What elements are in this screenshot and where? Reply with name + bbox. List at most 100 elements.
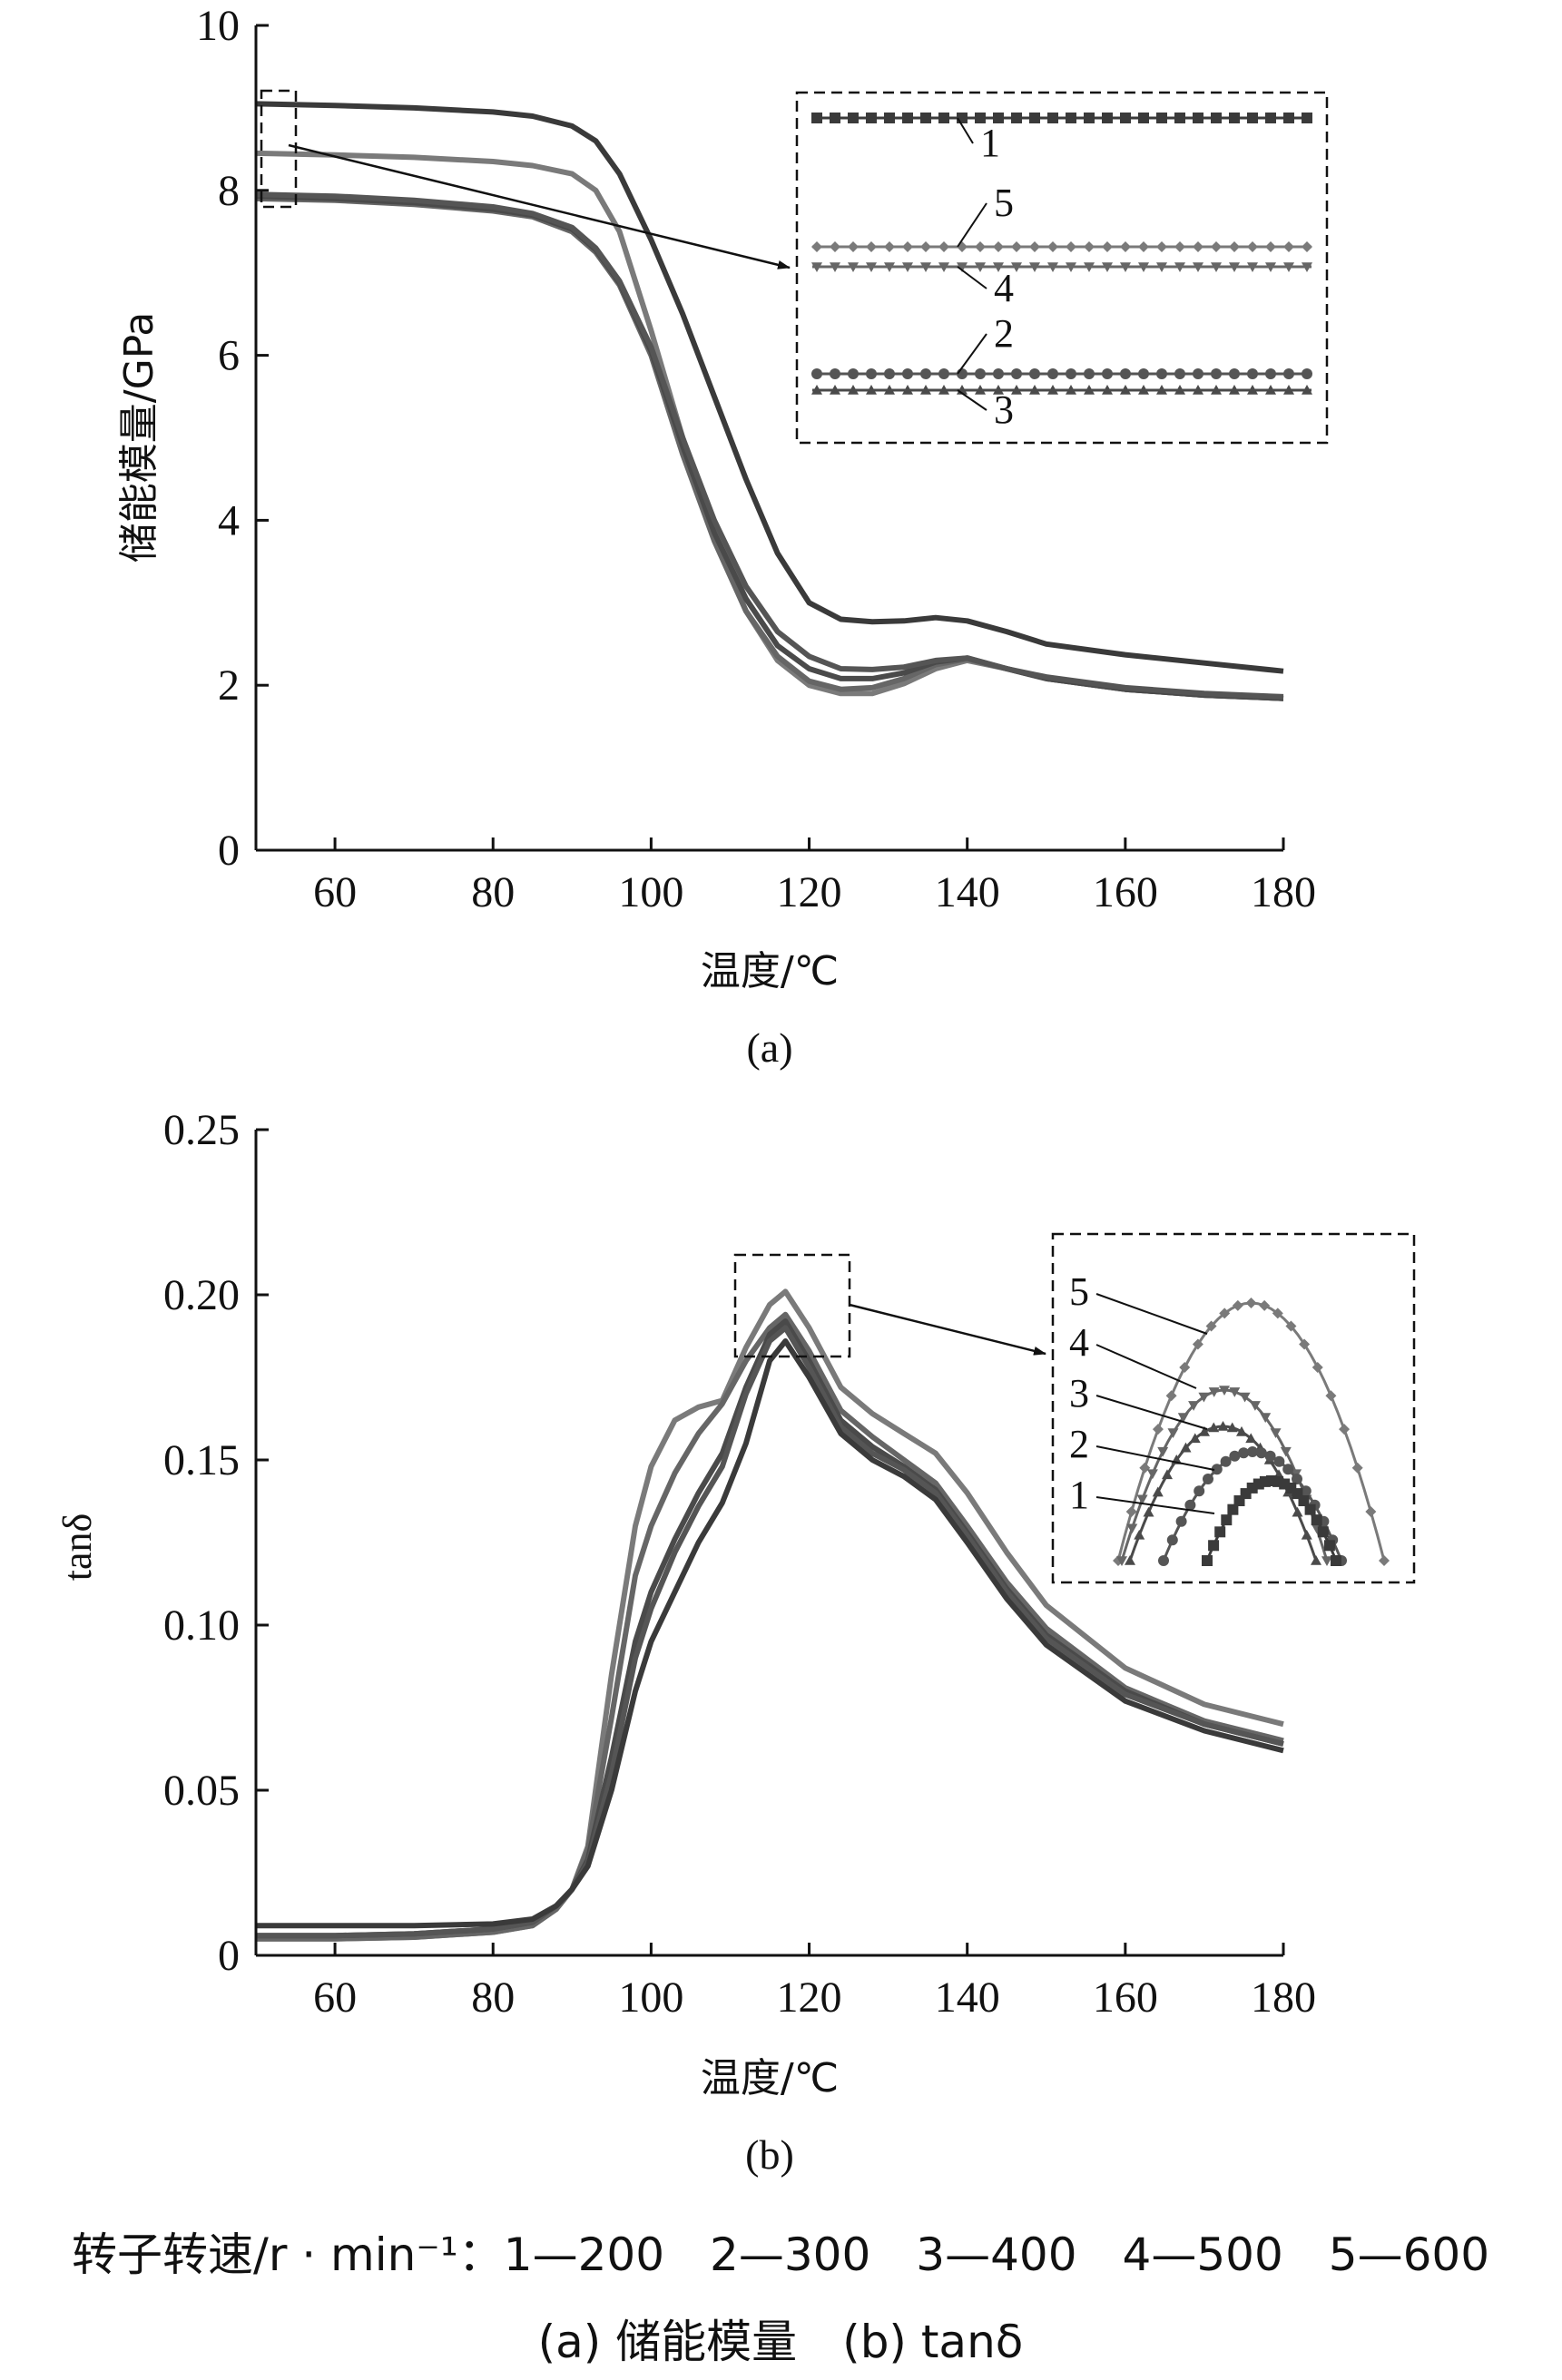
panel-b-inset-series-2-marker bbox=[1211, 1464, 1223, 1475]
panel-a-inset-series-3-marker bbox=[1174, 385, 1185, 395]
panel-a-inset-series-1-marker bbox=[920, 113, 931, 123]
panel-b-inset-series-2-marker bbox=[1175, 1515, 1187, 1527]
panel-b-inset-series-2-marker bbox=[1300, 1485, 1311, 1497]
panel-a-inset-series-1-marker bbox=[1120, 113, 1131, 123]
panel-b-x-tick-label: 140 bbox=[935, 1974, 1000, 2022]
panel-b-x-tick-label: 160 bbox=[1093, 1974, 1158, 2022]
panel-b-inset-series-5-marker bbox=[1325, 1390, 1337, 1402]
panel-b-inset-series-4-marker bbox=[1188, 1401, 1200, 1411]
panel-a-inset-series-4-marker bbox=[830, 262, 840, 272]
panel-a-inset-series-1-marker bbox=[1193, 113, 1203, 123]
panel-a-inset-series-1-marker bbox=[993, 113, 1004, 123]
panel-b-inset: 5 4 3 2 1 bbox=[1051, 1232, 1416, 1584]
panel-a-inset-series-1-marker bbox=[1066, 113, 1076, 123]
panel-a-inset-series-2-marker bbox=[975, 368, 986, 379]
panel-b-ticks: 60 80 100 120 140 160 180 0 0.05 0.10 0.15 0.20 0.25 bbox=[163, 1106, 1316, 2022]
panel-a-inset-series-3-marker bbox=[884, 385, 895, 395]
panel-a-inset-series-4-marker bbox=[920, 262, 931, 272]
panel-b-inset-series-3-marker bbox=[1199, 1425, 1210, 1436]
panel-b-inset-series-5-marker bbox=[1379, 1555, 1390, 1566]
panel-b-inset-series-2-marker bbox=[1220, 1455, 1232, 1467]
panel-a-inset-series-2-marker bbox=[1156, 368, 1167, 379]
panel-b-y-tick-label: 0 bbox=[218, 1932, 240, 1980]
panel-a-x-tick-label: 100 bbox=[618, 868, 683, 916]
panel-b-inset-series-5-marker bbox=[1285, 1320, 1297, 1332]
panel-a-inset-series-1-marker bbox=[1029, 113, 1040, 123]
panel-a-inset-series-1-marker bbox=[1156, 113, 1167, 123]
panel-a-inset-leader-5 bbox=[957, 202, 987, 248]
panel-b-inset-series-2-marker bbox=[1238, 1447, 1250, 1459]
panel-a-inset-series-1-marker bbox=[884, 113, 895, 123]
panel-a-inset-series-3-marker bbox=[1011, 385, 1022, 395]
panel-a-y-tick-label: 2 bbox=[218, 661, 240, 710]
panel-b-inset-leader-3 bbox=[1095, 1395, 1208, 1430]
panel-a-y-tick-label: 4 bbox=[218, 496, 240, 544]
panel-a-series-1-line bbox=[255, 101, 1284, 674]
panel-b-inset-series-4-marker bbox=[1260, 1413, 1272, 1424]
panel-b-x-label: 温度/℃ bbox=[701, 2055, 839, 2101]
panel-b-inset-series-2-marker bbox=[1255, 1447, 1267, 1459]
panel-a-inset-series-4-marker bbox=[957, 262, 968, 272]
panel-a-y-tick-label: 8 bbox=[218, 167, 240, 215]
panel-a-inset-series-1-marker bbox=[1247, 113, 1258, 123]
figure-caption-subpanels: (a) 储能模量 (b) tanδ bbox=[538, 2316, 1024, 2368]
panel-a-inset-series-5-marker bbox=[1302, 241, 1312, 252]
panel-b-inset-series-2-marker bbox=[1158, 1555, 1169, 1566]
panel-a-inset-series-3-marker bbox=[993, 385, 1004, 395]
panel-a-zoom-arrow bbox=[288, 143, 791, 269]
panel-a-inset-series-5-marker bbox=[830, 241, 840, 252]
panel-b-inset-series-4-marker bbox=[1198, 1392, 1210, 1403]
panel-b-inset-series-4-marker bbox=[1270, 1428, 1282, 1438]
panel-b-inset-series-2-marker bbox=[1203, 1474, 1213, 1484]
panel-a-inset-series-4-marker bbox=[1011, 262, 1022, 272]
panel-a-series-2-line bbox=[255, 191, 1284, 700]
panel-b-inset-series-4-marker bbox=[1116, 1556, 1127, 1566]
panel-a-inset-series-4-marker bbox=[1084, 262, 1095, 272]
panel-b-inset-series-5-marker bbox=[1152, 1424, 1164, 1435]
panel-a-inset-series-1-marker bbox=[1011, 113, 1022, 123]
panel-a-x-tick-label: 180 bbox=[1251, 868, 1316, 916]
panel-a-inset-series-5-marker bbox=[1174, 241, 1185, 252]
panel-a-inset-series-3-marker bbox=[1193, 385, 1203, 395]
panel-a-inset-series-4-marker bbox=[1302, 262, 1312, 272]
panel-a-inset-series-5-marker bbox=[866, 241, 877, 252]
panel-a-inset-series-5-marker bbox=[1247, 241, 1258, 252]
panel-b-axes bbox=[254, 1130, 1283, 1957]
panel-a-inset-series-1-marker bbox=[866, 113, 877, 123]
panel-b-inset-series-2-marker bbox=[1264, 1450, 1276, 1462]
panel-a-inset-series-4-marker bbox=[866, 262, 877, 272]
panel-a-inset-series-5-marker bbox=[938, 241, 949, 252]
panel-b-inset-series-2-marker bbox=[1247, 1446, 1258, 1457]
panel-b-inset-series-2-marker bbox=[1273, 1455, 1285, 1467]
panel-a-inset-series-4-marker bbox=[1174, 262, 1185, 272]
panel-a-x-tick-label: 160 bbox=[1093, 868, 1158, 916]
panel-a-inset-series-5-marker bbox=[1138, 241, 1149, 252]
panel-b-inset-series-4-marker bbox=[1219, 1386, 1230, 1396]
panel-a-inset-series-3-marker bbox=[811, 385, 822, 395]
panel-b-inset-series-1-marker bbox=[1208, 1540, 1220, 1552]
panel-a-inset-series-2-marker bbox=[1229, 368, 1240, 379]
panel-a-inset-label-1: 1 bbox=[980, 121, 1000, 165]
panel-a-panel-label: (a) bbox=[746, 1024, 792, 1071]
panel-a-inset-series-5-marker bbox=[1120, 241, 1131, 252]
panel-a-inset-series-2-marker bbox=[830, 368, 840, 379]
panel-b-inset-label-4: 4 bbox=[1069, 1320, 1089, 1365]
panel-a-inset-series-2-marker bbox=[1011, 368, 1022, 379]
panel-b-inset-series-5-marker bbox=[1365, 1506, 1377, 1518]
panel-b-inset-series-2-marker bbox=[1194, 1485, 1205, 1497]
panel-a-inset-series-2-marker bbox=[866, 368, 877, 379]
panel-a-inset-series-5-marker bbox=[1102, 241, 1113, 252]
panel-a-inset-series-2-marker bbox=[884, 368, 895, 379]
panel-a-inset-series-3-marker bbox=[1066, 385, 1076, 395]
panel-b-series-group bbox=[256, 1288, 1284, 1942]
panel-a-inset-series-1-marker bbox=[1265, 113, 1276, 123]
panel-b-inset-series-5-marker bbox=[1299, 1338, 1311, 1350]
panel-b-inset-series-5-marker bbox=[1205, 1320, 1217, 1332]
panel-a-inset-series-2-marker bbox=[1302, 368, 1312, 379]
panel-b-inset-series-5-marker bbox=[1259, 1299, 1271, 1311]
panel-a-inset-leader-2 bbox=[957, 333, 987, 375]
panel-a-inset-series-3-marker bbox=[1283, 385, 1294, 395]
panel-b-inset-series-3-marker bbox=[1189, 1433, 1201, 1444]
panel-a-inset-series-5-marker bbox=[1011, 241, 1022, 252]
